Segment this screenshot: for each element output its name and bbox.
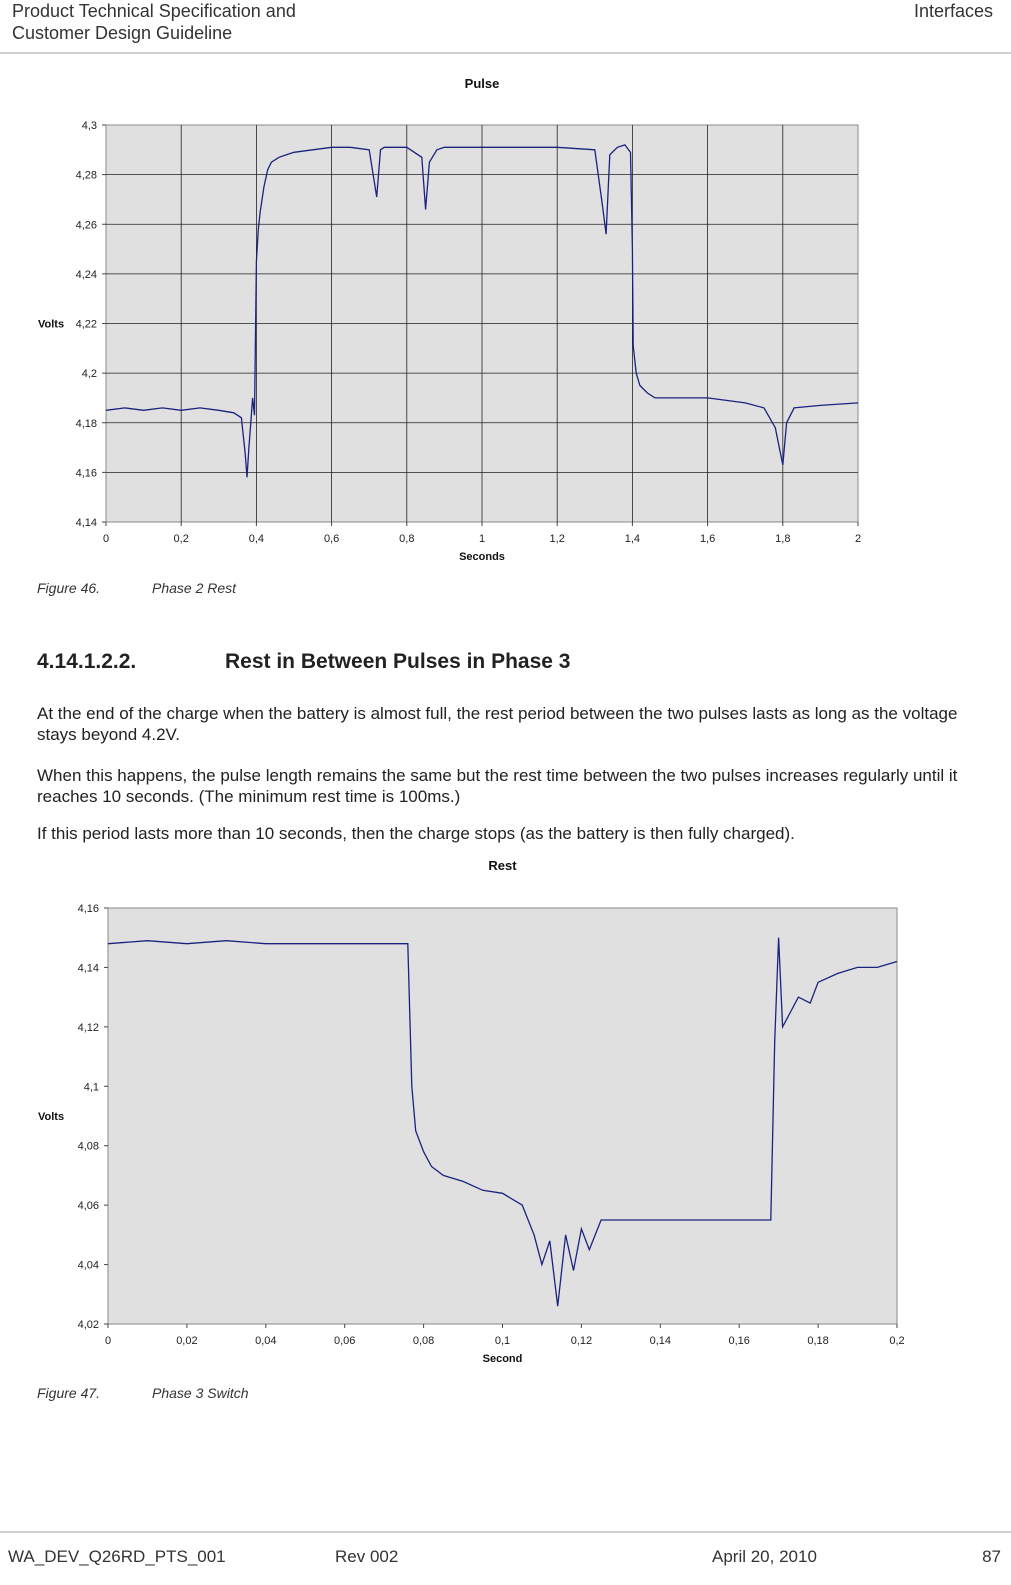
pulse-chart-x-tick-label: 1,8 — [775, 533, 790, 545]
page-header: Product Technical Specification and Cust… — [0, 0, 1011, 54]
page-footer: WA_DEV_Q26RD_PTS_001 Rev 002 April 20, 2… — [0, 1531, 1011, 1585]
footer-page-number: 87 — [982, 1547, 1001, 1566]
rest-chart-y-axis-label: Volts — [38, 1111, 64, 1123]
pulse-chart-series-line — [105, 144, 859, 478]
footer-rev: Rev 002 — [335, 1547, 399, 1566]
rest-chart-x-tick-label: 0,02 — [176, 1335, 197, 1347]
figure-47-text: Phase 3 Switch — [152, 1385, 249, 1401]
rest-chart-container: 0 0,02 0,04 0,06 0,08 0,1 0,12 0,14 0,16 0,18 0,2 4… — [0, 852, 1011, 1377]
pulse-chart-y-axis-label: Volts — [38, 319, 64, 331]
pulse-chart-y-tick-label: 4,2 — [82, 368, 97, 380]
pulse-chart-title: Pulse — [465, 76, 500, 91]
figure-46-caption: Figure 46. Phase 2 Rest — [37, 580, 236, 596]
pulse-chart-y-tick-label: 4,22 — [76, 319, 97, 331]
pulse-chart-container: 0 0,2 0,4 0,6 0,8 1 1,2 1,4 1,6 1,8 2 4,14 4,16 4,18 4… — [0, 72, 1011, 572]
pulse-chart-x-tick-label: 1,2 — [550, 533, 565, 545]
pulse-chart-x-tick-label: 1 — [479, 533, 485, 545]
figure-47-number: Figure 47. — [37, 1385, 101, 1401]
rest-chart-y-tick-label: 4,04 — [78, 1260, 99, 1272]
rest-chart-x-tick-label: 0,2 — [889, 1335, 904, 1347]
figure-46-text: Phase 2 Rest — [152, 580, 237, 596]
paragraph-3: If this period lasts more than 10 second… — [37, 824, 795, 843]
pulse-chart-y-tick-label: 4,14 — [76, 517, 97, 529]
pulse-chart-y-tick-label: 4,16 — [76, 467, 97, 479]
rest-chart-x-tick-label: 0 — [105, 1335, 111, 1347]
header-title-line1: Product Technical Specification and — [12, 1, 296, 21]
header-section: Interfaces — [913, 1, 993, 21]
pulse-chart: 0 0,2 0,4 0,6 0,8 1 1,2 1,4 1,6 1,8 2 4,14 4,16 4,18 4… — [38, 76, 861, 563]
rest-chart-y-tick-label: 4,1 — [84, 1081, 99, 1093]
footer-date: April 20, 2010 — [712, 1547, 817, 1566]
rest-chart-y-tick-label: 4,12 — [78, 1022, 99, 1034]
pulse-chart-x-tick-label: 1,6 — [700, 533, 715, 545]
pulse-chart-x-tick-label: 0,2 — [174, 533, 189, 545]
footer-doc-id: WA_DEV_Q26RD_PTS_001 — [8, 1547, 226, 1566]
rest-chart-x-tick-label: 0,14 — [650, 1335, 671, 1347]
figure-46-number: Figure 46. — [37, 580, 101, 596]
rest-chart-x-tick-label: 0,12 — [571, 1335, 592, 1347]
pulse-chart-y-tick-label: 4,26 — [76, 219, 97, 231]
rest-chart-y-tick-label: 4,08 — [78, 1141, 99, 1153]
section-title: Rest in Between Pulses in Phase 3 — [225, 650, 571, 673]
header-title-line2: Customer Design Guideline — [12, 23, 233, 43]
rest-chart-y-tick-label: 4,02 — [78, 1319, 99, 1331]
rest-chart-x-tick-label: 0,16 — [728, 1335, 749, 1347]
section-number: 4.14.1.2.2. — [37, 650, 137, 673]
pulse-chart-x-tick-label: 0,8 — [399, 533, 414, 545]
rest-chart-x-tick-label: 0,18 — [807, 1335, 828, 1347]
rest-chart-title: Rest — [488, 858, 517, 873]
pulse-chart-y-tick-label: 4,24 — [76, 269, 97, 281]
rest-chart-x-tick-label: 0,1 — [495, 1335, 510, 1347]
rest-chart-y-tick-label: 4,14 — [78, 962, 99, 974]
paragraph-2: When this happens, the pulse length rema… — [37, 766, 958, 806]
rest-chart-series-line — [107, 937, 898, 1307]
pulse-chart-y-tick-label: 4,28 — [76, 170, 97, 182]
figure-47-caption: Figure 47. Phase 3 Switch — [37, 1385, 249, 1401]
pulse-chart-y-tick-label: 4,18 — [76, 418, 97, 430]
pulse-chart-x-tick-label: 2 — [855, 533, 861, 545]
pulse-chart-x-tick-label: 0,6 — [324, 533, 339, 545]
pulse-chart-x-axis-label: Seconds — [459, 551, 505, 563]
pulse-chart-x-tick-label: 0,4 — [249, 533, 264, 545]
pulse-chart-x-tick-label: 1,4 — [625, 533, 640, 545]
rest-chart-x-tick-label: 0,08 — [413, 1335, 434, 1347]
rest-chart-x-tick-label: 0,06 — [334, 1335, 355, 1347]
rest-chart-x-axis-label: Second — [483, 1353, 523, 1365]
header-title: Product Technical Specification and Cust… — [12, 0, 296, 44]
rest-chart-plot-area — [107, 907, 898, 1325]
pulse-chart-x-tick-label: 0 — [103, 533, 109, 545]
pulse-chart-y-tick-label: 4,3 — [82, 120, 97, 132]
rest-chart-x-tick-label: 0,04 — [255, 1335, 276, 1347]
section-heading: 4.14.1.2.2. Rest in Between Pulses in Pha… — [37, 650, 570, 674]
rest-chart-y-tick-label: 4,06 — [78, 1200, 99, 1212]
rest-chart-y-tick-label: 4,16 — [78, 903, 99, 915]
paragraph-1: At the end of the charge when the batter… — [37, 704, 958, 744]
rest-chart: 0 0,02 0,04 0,06 0,08 0,1 0,12 0,14 0,16 0,18 0,2 4… — [38, 858, 905, 1365]
